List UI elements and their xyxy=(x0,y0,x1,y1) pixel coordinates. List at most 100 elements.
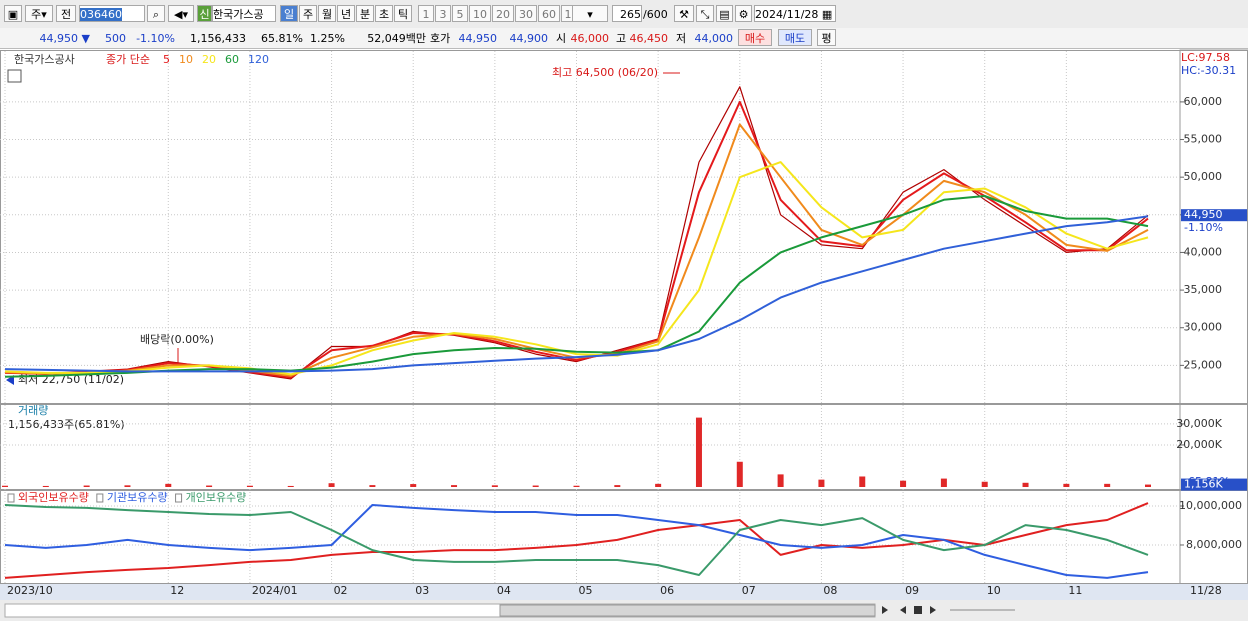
series-line xyxy=(4,502,1149,579)
scroll-right[interactable] xyxy=(882,606,888,614)
ratio: 1.25% xyxy=(310,32,345,45)
interval-select[interactable]: ▾ xyxy=(572,5,608,22)
bar xyxy=(206,485,213,487)
bar xyxy=(777,474,784,487)
bar xyxy=(83,485,90,487)
y-tick-label: 30,000K xyxy=(1176,417,1222,430)
change-rate: -1.10% xyxy=(136,32,175,45)
series-line xyxy=(4,215,1149,373)
amount: 52,049백만 xyxy=(367,32,426,45)
date-input[interactable]: 2024/11/28 ▦ xyxy=(754,5,836,22)
current-box xyxy=(1181,478,1247,491)
bar xyxy=(1063,483,1070,487)
save-button[interactable]: ▤ xyxy=(716,5,733,22)
stop-button[interactable] xyxy=(914,606,922,614)
sell-button[interactable]: 매도 xyxy=(778,29,812,46)
bar xyxy=(246,485,253,487)
interval-button[interactable]: 5 xyxy=(452,5,468,22)
current-box xyxy=(1181,209,1247,222)
period-button[interactable]: 년 xyxy=(337,5,355,22)
market-select[interactable]: 주▾ xyxy=(25,5,53,22)
settings-button[interactable]: ⚙ xyxy=(735,5,752,22)
right-axis xyxy=(1179,49,1248,585)
table-icon[interactable] xyxy=(7,69,22,83)
bar xyxy=(165,483,172,487)
chart-title: 한국가스공사 xyxy=(14,53,75,66)
code: 036460 xyxy=(80,8,122,21)
play-button[interactable] xyxy=(930,606,936,614)
bar xyxy=(614,485,621,487)
bar xyxy=(981,481,988,487)
x-tick-label: 2024/01 xyxy=(252,584,298,597)
interval-button[interactable]: 10 xyxy=(469,5,491,22)
interval-button[interactable]: 20 xyxy=(492,5,514,22)
bar xyxy=(2,485,8,487)
x-tick-label: 08 xyxy=(823,584,837,597)
current-change: -1.10% xyxy=(1184,221,1223,234)
legend-entry: 외국인보유수량 xyxy=(18,491,89,504)
x-tick-label: 04 xyxy=(497,584,511,597)
bar xyxy=(287,485,294,487)
volume-title: 거래량 xyxy=(18,404,48,417)
interval-button[interactable]: 3 xyxy=(435,5,451,22)
x-tick-label: 09 xyxy=(905,584,919,597)
current-label: 44,950 xyxy=(1184,208,1223,221)
y-tick-label: 20,000K xyxy=(1176,438,1222,451)
y-tick-label: 30,000 xyxy=(1184,321,1223,334)
bar xyxy=(859,476,866,487)
bid: 44,950 xyxy=(458,32,498,45)
count-total: /600 xyxy=(643,8,668,21)
bar xyxy=(695,417,702,487)
bar xyxy=(1022,482,1029,487)
period-button[interactable]: 일 xyxy=(280,5,298,22)
scroll-buttons[interactable] xyxy=(882,606,936,614)
period-button[interactable]: 분 xyxy=(356,5,374,22)
sound-button[interactable]: ◀▾ xyxy=(168,5,194,22)
tool-button[interactable]: ⤡ xyxy=(696,5,714,22)
interval-button[interactable]: 1 xyxy=(418,5,434,22)
interval-button[interactable]: 60 xyxy=(538,5,560,22)
x-tick-label: 11 xyxy=(1068,584,1082,597)
search-button[interactable]: ⌕ xyxy=(147,5,165,22)
avg-button[interactable]: 평 xyxy=(817,29,836,46)
compare-button[interactable]: 전 xyxy=(56,5,76,22)
dividend-note: 배당락(0.00%) xyxy=(140,333,214,346)
legend-swatch xyxy=(175,493,183,503)
interval-button[interactable]: 30 xyxy=(515,5,537,22)
bar xyxy=(532,485,539,487)
bar xyxy=(410,484,417,487)
legend-entry: 120 xyxy=(248,53,269,66)
high-label: 고 xyxy=(616,32,627,45)
code-input[interactable]: 036460 xyxy=(79,5,145,22)
bar xyxy=(1104,483,1111,487)
change: 500 xyxy=(105,32,126,45)
legend-entry: 10 xyxy=(179,53,193,66)
bar xyxy=(573,485,580,487)
legend-entry: 개인보유수량 xyxy=(186,491,247,504)
scroll-thumb[interactable] xyxy=(499,604,876,617)
hc-label: HC:-30.31 xyxy=(1181,64,1236,77)
bar xyxy=(42,485,49,487)
x-end-label: 11/28 xyxy=(1190,584,1222,597)
series-line xyxy=(4,504,1149,576)
tool-button[interactable]: ⚒ xyxy=(674,5,694,22)
period-button[interactable]: 주 xyxy=(299,5,317,22)
buy-button[interactable]: 매수 xyxy=(738,29,772,46)
period-button[interactable]: 초 xyxy=(375,5,393,22)
count-input[interactable]: 265 xyxy=(612,5,642,22)
legend-entry: 20 xyxy=(202,53,216,66)
x-tick-label: 07 xyxy=(742,584,756,597)
layout-button[interactable]: ▣ xyxy=(4,5,22,22)
bar xyxy=(491,485,498,487)
period-button[interactable]: 월 xyxy=(318,5,336,22)
legend-entry: 5 xyxy=(163,53,170,66)
period-button[interactable]: 틱 xyxy=(394,5,412,22)
bar xyxy=(124,485,131,487)
scroll-left[interactable] xyxy=(900,606,906,614)
y-tick-label: 25,000 xyxy=(1184,358,1223,371)
x-tick-label: 03 xyxy=(415,584,429,597)
x-axis-band xyxy=(0,584,1248,600)
low: 44,000 xyxy=(694,32,734,45)
high-note: 최고 64,500 (06/20) xyxy=(552,66,658,79)
bar xyxy=(736,461,743,487)
